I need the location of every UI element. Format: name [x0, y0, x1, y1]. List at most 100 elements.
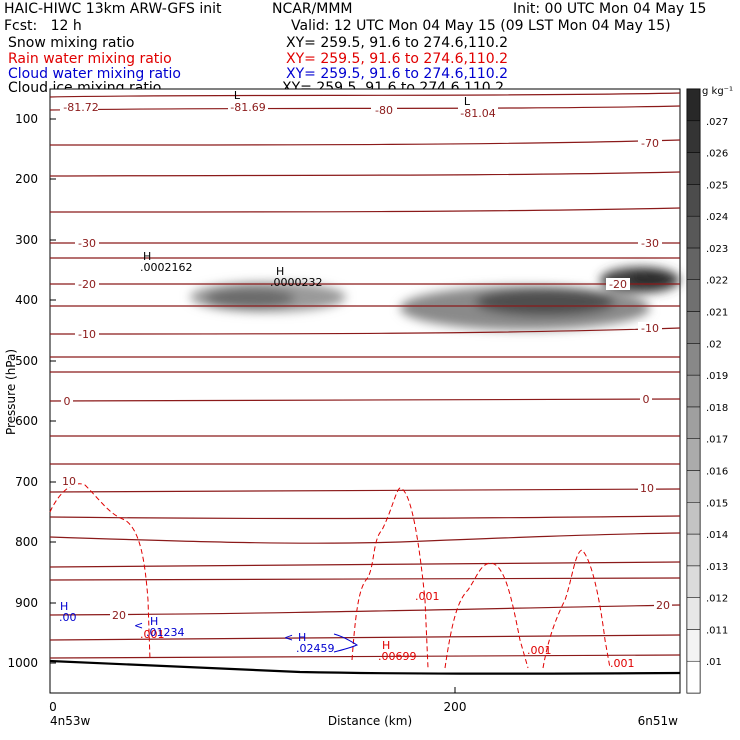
colorbar-level-label: .021 [706, 308, 728, 319]
colorbar-level-label: .026 [706, 149, 728, 160]
colorbar-level-label: .016 [706, 466, 728, 477]
colorbar-cell [686, 152, 701, 185]
y-axis: 100 200 300 400 500 600 700 800 900 1000 [7, 112, 56, 670]
colorbar-level-label: .017 [706, 435, 728, 446]
colorbar-cell [686, 247, 701, 280]
colorbar-cell [686, 502, 701, 535]
y-tick-label: 600 [15, 414, 38, 428]
field-xy-cloud-water: XY= 259.5, 91.6 to 274.6,110.2 [286, 66, 509, 82]
ice-shading [190, 267, 680, 330]
colorbar-cell [686, 533, 701, 567]
x-tick-label: 0 [49, 700, 57, 714]
isotherm-lines [49, 92, 681, 659]
temp-label: 0 [643, 393, 650, 406]
colorbar-level-label: .023 [706, 244, 728, 255]
init-time: Init: 00 UTC Mon 04 May 15 [513, 1, 707, 17]
colorbar-level-label: .024 [706, 212, 728, 223]
temp-label: -81.69 [230, 101, 265, 114]
cloud-water-high-value: .01234 [146, 626, 185, 639]
y-tick-label: 700 [15, 475, 38, 489]
temp-label: -10 [641, 322, 659, 335]
cloud-water-high-mark: H [298, 631, 306, 644]
colorbar-level-label: .01 [706, 657, 722, 668]
temp-label: -30 [78, 237, 96, 250]
x-end-label-right: 6n51w [638, 714, 679, 728]
temp-low-mark: L [464, 95, 471, 108]
model-title: HAIC-HIWC 13km ARW-GFS init [4, 1, 222, 17]
field-name-snow: Snow mixing ratio [8, 35, 135, 51]
y-tick-label: 100 [15, 112, 38, 126]
x-axis: 0 200 4n53w 6n51w Distance (km) [49, 687, 678, 728]
x-axis-title: Distance (km) [328, 714, 412, 728]
y-tick-label: 900 [15, 596, 38, 610]
field-xy-rain: XY= 259.5, 91.6 to 274.6,110.2 [286, 51, 509, 67]
temp-label: -81.04 [460, 107, 495, 120]
colorbar-cell [686, 88, 701, 122]
y-tick-label: 800 [15, 535, 38, 549]
colorbar-cell [686, 470, 701, 503]
snow-extrema: H .0002162 H .0000232 [140, 250, 323, 289]
cloud-water-arrow-icon: < [284, 631, 293, 644]
y-tick-label: 400 [15, 293, 38, 307]
colorbar-units: g kg⁻¹ [702, 86, 733, 97]
temp-label: -10 [78, 328, 96, 341]
temp-label: 20 [656, 599, 670, 612]
rain-label: .001 [140, 628, 165, 641]
colorbar-cell [686, 215, 701, 249]
cloud-water-high-mark: H [150, 615, 158, 628]
cloud-water-arrow-icon: < [134, 619, 143, 632]
colorbar-level-label: .011 [706, 625, 728, 636]
rain-label: .001 [415, 590, 440, 603]
field-name-rain: Rain water mixing ratio [8, 51, 172, 67]
terrain-line [49, 659, 681, 675]
temp-label: -70 [641, 137, 659, 150]
colorbar-level-label: .025 [706, 180, 728, 191]
rain-high-mark: H [382, 639, 390, 652]
colorbar-level-label: .014 [706, 530, 728, 541]
temp-label: 10 [62, 475, 76, 488]
snow-high-value: .0000232 [270, 276, 323, 289]
colorbar-level-label: .012 [706, 594, 728, 605]
colorbar-cell [686, 438, 701, 471]
temp-label: -20 [78, 278, 96, 291]
temp-label: -20 [609, 278, 627, 291]
plot-frame [49, 88, 681, 694]
colorbar-cell [686, 406, 701, 439]
cloud-water-high-value: .02459 [296, 642, 335, 655]
colorbar-level-label: .022 [706, 276, 728, 287]
y-tick-label: 300 [15, 233, 38, 247]
x-end-label-left: 4n53w [50, 714, 91, 728]
colorbar-cell [686, 184, 701, 217]
colorbar-level-label: .018 [706, 403, 728, 414]
colorbar-level-label: .015 [706, 498, 728, 509]
colorbar-level-label: .027 [706, 117, 728, 128]
colorbar-cell [686, 597, 701, 630]
temp-label: 0 [64, 395, 71, 408]
valid-time: Valid: 12 UTC Mon 04 May 15 (09 LST Mon … [291, 18, 671, 34]
snow-high-mark: H [143, 250, 151, 263]
temp-label: -80 [375, 104, 393, 117]
temp-low-mark: L [234, 89, 241, 102]
colorbar-cell [686, 279, 701, 312]
rain-high-value: .00699 [378, 650, 417, 663]
y-axis-title: Pressure (hPa) [4, 349, 18, 435]
colorbar-level-label: .013 [706, 562, 728, 573]
colorbar-cell [686, 565, 701, 598]
forecast-hour: Fcst: 12 h [4, 18, 82, 34]
temp-label: -81.72 [63, 101, 98, 114]
colorbar-level-label: .02 [706, 339, 722, 350]
colorbar: g kg⁻¹ .01 .011 .012 .013 .014 .015 .016 .017 .0… [686, 86, 733, 694]
org-label: NCAR/MMM [272, 1, 353, 17]
y-tick-label: 200 [15, 172, 38, 186]
colorbar-level-label: .019 [706, 371, 728, 382]
colorbar-cell [686, 311, 701, 344]
colorbar-cell [686, 660, 701, 694]
y-tick-label: 500 [15, 354, 38, 368]
field-name-cloud-water: Cloud water mixing ratio [8, 66, 181, 82]
temp-label: 10 [640, 482, 654, 495]
rain-label: .001 [527, 644, 552, 657]
snow-high-value: .0002162 [140, 261, 193, 274]
cloud-water-high-value: .00 [59, 611, 77, 624]
y-tick-label: 1000 [7, 656, 38, 670]
